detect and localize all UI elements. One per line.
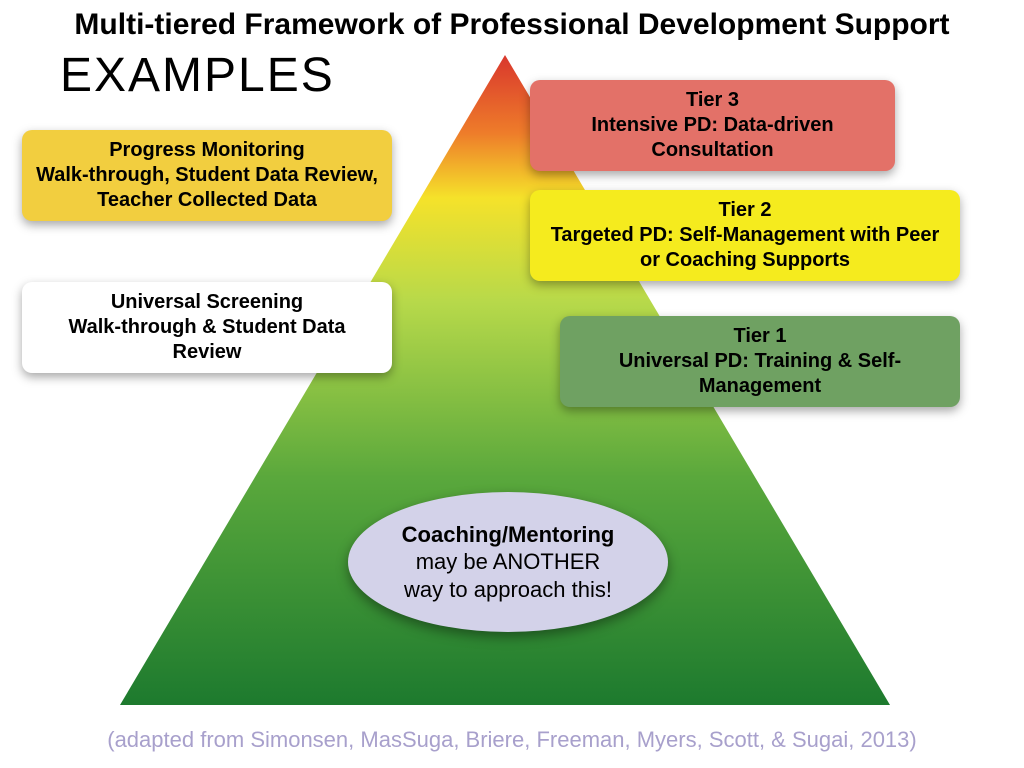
tier1-box: Tier 1 Universal PD: Training & Self-Man… [560, 316, 960, 407]
universal-screening-body: Walk-through & Student Data Review [36, 315, 378, 365]
tier3-title: Tier 3 [544, 88, 881, 113]
coaching-mentoring-ellipse: Coaching/Mentoring may be ANOTHER way to… [348, 492, 668, 632]
page-title: Multi-tiered Framework of Professional D… [0, 8, 1024, 42]
progress-monitoring-body: Walk-through, Student Data Review, Teach… [36, 163, 378, 213]
progress-monitoring-box: Progress Monitoring Walk-through, Studen… [22, 130, 392, 221]
citation-text: (adapted from Simonsen, MasSuga, Briere,… [0, 727, 1024, 753]
ellipse-line1: may be ANOTHER [416, 548, 601, 576]
tier1-body: Universal PD: Training & Self-Management [574, 349, 946, 399]
ellipse-title: Coaching/Mentoring [402, 521, 615, 549]
tier3-box: Tier 3 Intensive PD: Data-driven Consult… [530, 80, 895, 171]
tier3-body: Intensive PD: Data-driven Consultation [544, 113, 881, 163]
tier1-title: Tier 1 [574, 324, 946, 349]
progress-monitoring-title: Progress Monitoring [36, 138, 378, 163]
universal-screening-box: Universal Screening Walk-through & Stude… [22, 282, 392, 373]
tier2-body: Targeted PD: Self-Management with Peer o… [544, 223, 946, 273]
ellipse-line2: way to approach this! [404, 576, 612, 604]
tier2-box: Tier 2 Targeted PD: Self-Management with… [530, 190, 960, 281]
tier2-title: Tier 2 [544, 198, 946, 223]
universal-screening-title: Universal Screening [36, 290, 378, 315]
